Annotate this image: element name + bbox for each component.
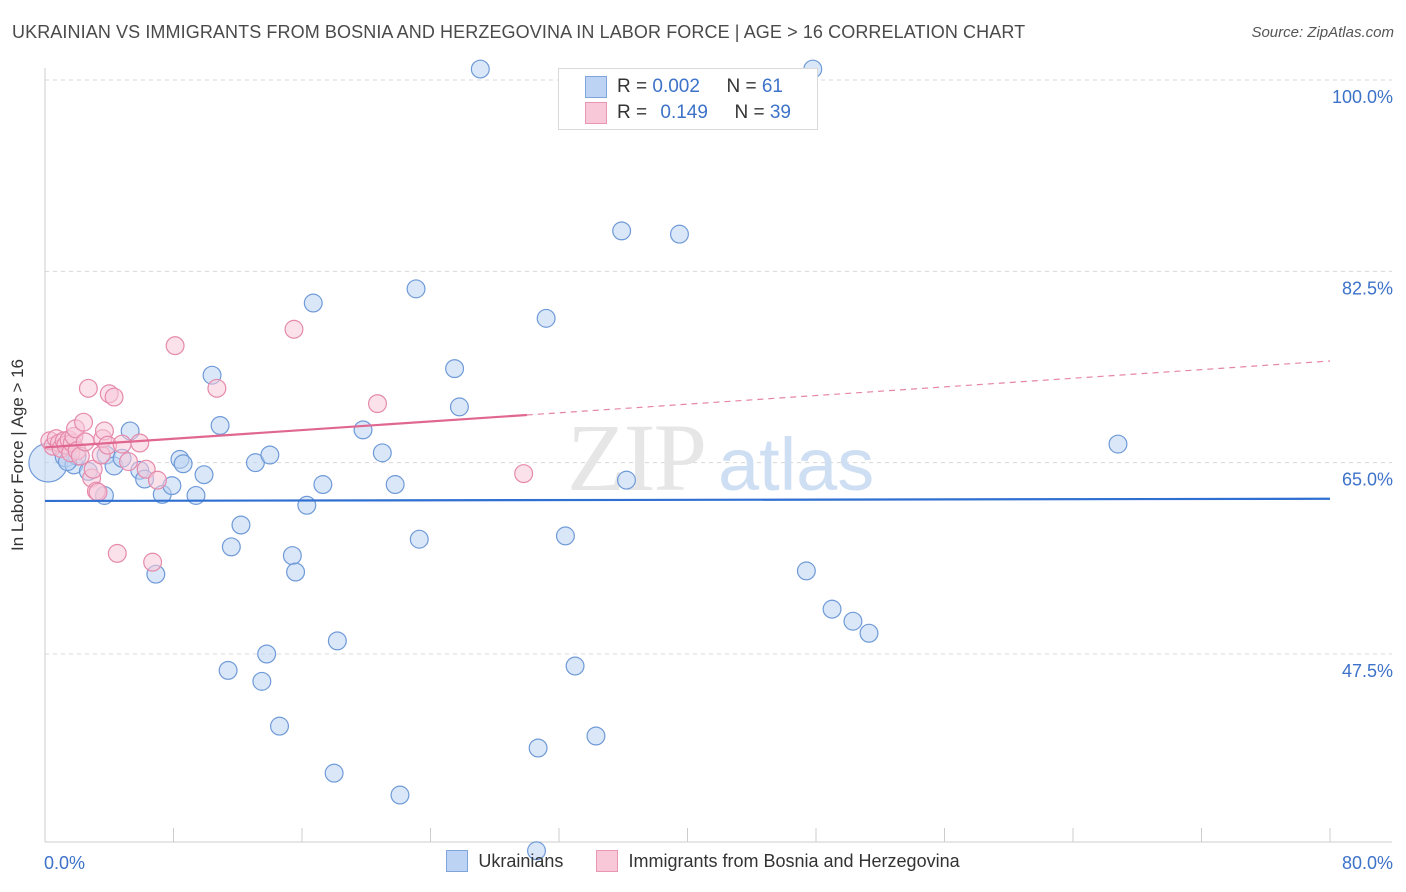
bosnia-trend-line-dashed xyxy=(526,360,1331,416)
ukrainians-point xyxy=(555,526,575,546)
legend-item-ukrainians[interactable]: Ukrainians xyxy=(446,850,563,872)
bosnia-point xyxy=(104,387,124,407)
bosnia-point xyxy=(367,394,387,414)
bosnia-point xyxy=(514,464,534,484)
ukrainians-point xyxy=(297,495,317,515)
ukrainians-point xyxy=(194,465,214,485)
ukrainians-point xyxy=(218,660,238,680)
legend-item-bosnia[interactable]: Immigrants from Bosnia and Herzegovina xyxy=(596,850,960,872)
ukrainians-trend-line xyxy=(44,497,1331,503)
trend-lines xyxy=(44,360,1331,503)
chart-title: UKRAINIAN VS IMMIGRANTS FROM BOSNIA AND … xyxy=(12,22,1026,42)
y-tick-label: 82.5% xyxy=(1342,278,1393,298)
stats-legend: R = 0.002 N = 61 R = 0.149 N = 39 xyxy=(558,68,818,130)
ukrainians-point xyxy=(449,397,469,417)
bosnia-point xyxy=(75,432,95,452)
r-value: 0.149 xyxy=(660,102,708,123)
ukrainians-point xyxy=(669,224,689,244)
bosnia-point xyxy=(130,433,150,453)
legend-swatch-bosnia xyxy=(596,850,619,872)
ukrainians-point xyxy=(409,529,429,549)
ukrainians-point xyxy=(445,359,465,379)
ukrainians-point xyxy=(536,308,556,328)
ukrainians-point xyxy=(270,716,290,736)
n-label: N = xyxy=(734,102,770,123)
ukrainians-point xyxy=(221,537,241,557)
ukrainians-point xyxy=(372,443,392,463)
ukrainians-point xyxy=(286,562,306,582)
y-tick-label: 47.5% xyxy=(1342,661,1393,681)
bosnia-point xyxy=(74,412,94,432)
r-label: R = xyxy=(617,76,653,97)
ukrainians-point xyxy=(327,631,347,651)
bosnia-point xyxy=(112,434,132,454)
ukrainians-point xyxy=(822,599,842,619)
ukrainians-point xyxy=(1108,434,1128,454)
bottom-legend: Ukrainians Immigrants from Bosnia and He… xyxy=(0,850,1406,877)
r-label: R = xyxy=(617,102,653,123)
bosnia-swatch xyxy=(585,102,607,124)
x-tick-label: 0.0% xyxy=(44,853,85,873)
y-axis-label: In Labor Force | Age > 16 xyxy=(8,358,27,552)
bosnia-point xyxy=(119,452,139,472)
ukrainians-point xyxy=(796,561,816,581)
ukrainians-point xyxy=(859,623,879,643)
ukrainians-point xyxy=(528,738,548,758)
n-label: N = xyxy=(726,76,762,97)
bosnia-point xyxy=(88,482,108,502)
ukrainians-point xyxy=(252,671,272,691)
bosnia-point xyxy=(147,470,167,490)
legend-label-ukrainians: Ukrainians xyxy=(478,850,564,871)
ukrainians-point xyxy=(282,546,302,566)
bosnia-points xyxy=(40,319,534,572)
bosnia-trend-line xyxy=(44,413,527,449)
bosnia-point xyxy=(83,459,103,479)
ukrainians-point xyxy=(612,221,632,241)
ukrainians-point xyxy=(257,644,277,664)
ukrainians-point xyxy=(406,279,426,299)
bosnia-point xyxy=(143,552,163,572)
bosnia-point xyxy=(78,378,98,398)
ukrainians-point xyxy=(527,841,547,861)
bosnia-point xyxy=(207,378,227,398)
ukrainians-point xyxy=(210,415,230,435)
ukrainians-point xyxy=(231,515,251,535)
ukrainians-point xyxy=(390,785,410,805)
ukrainians-point xyxy=(173,454,193,474)
ukrainians-point xyxy=(586,726,606,746)
bosnia-point xyxy=(107,543,127,563)
r-value: 0.002 xyxy=(652,76,700,97)
ukrainians-point xyxy=(303,293,323,313)
x-tick-label: 80.0% xyxy=(1342,853,1393,873)
ukrainians-point xyxy=(313,475,333,495)
watermark: ZIP atlas xyxy=(567,404,874,511)
y-tick-label: 65.0% xyxy=(1342,470,1393,490)
ukrainians-swatch xyxy=(585,76,607,98)
chart-source: Source: ZipAtlas.com xyxy=(1251,24,1394,41)
n-value: 39 xyxy=(769,102,791,123)
legend-swatch-ukrainians xyxy=(446,850,469,872)
ukrainians-point xyxy=(324,763,344,783)
grid-lines xyxy=(45,79,1392,655)
ukrainians-point xyxy=(353,420,373,440)
watermark-atlas: atlas xyxy=(718,423,874,506)
watermark-zip: ZIP xyxy=(567,404,705,511)
ukrainians-point xyxy=(565,656,585,676)
n-value: 61 xyxy=(761,76,783,97)
ukrainians-point xyxy=(470,59,490,79)
legend-label-bosnia: Immigrants from Bosnia and Herzegovina xyxy=(628,850,960,871)
tick-labels: 47.5% 65.0% 82.5% 100.0% 0.0% 80.0% xyxy=(44,87,1393,873)
ukrainians-point xyxy=(843,611,863,631)
bosnia-point xyxy=(165,336,185,356)
bosnia-point xyxy=(284,319,304,339)
ukrainians-point xyxy=(260,445,280,465)
y-tick-label: 100.0% xyxy=(1332,87,1393,107)
ukrainians-point xyxy=(385,475,405,495)
ukrainians-point xyxy=(616,470,636,490)
